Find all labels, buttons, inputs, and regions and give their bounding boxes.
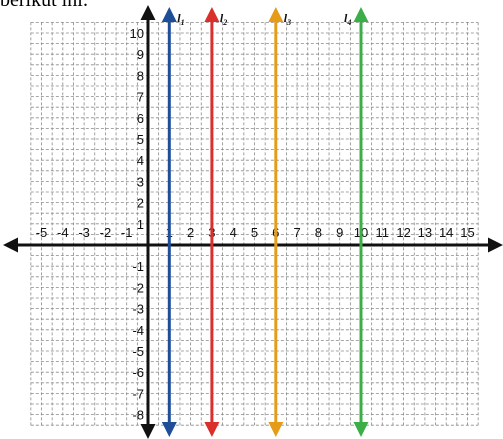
y-tick-label: -1	[132, 259, 144, 274]
y-tick-label: -3	[132, 302, 144, 317]
x-tick-label: -5	[36, 225, 48, 240]
x-tick-label: 13	[418, 225, 432, 240]
x-tick-label: -2	[100, 225, 112, 240]
series-label: l3	[284, 11, 291, 27]
grid	[30, 21, 479, 426]
header-text: berikut ini:	[0, 0, 89, 11]
x-tick-label: 9	[336, 225, 343, 240]
y-tick-label: -7	[132, 386, 144, 401]
x-tick-label: 7	[293, 225, 300, 240]
vertical-lines	[161, 6, 369, 437]
x-tick-label: 12	[396, 225, 410, 240]
x-tick-label: -4	[57, 225, 69, 240]
y-tick-label: -5	[132, 344, 144, 359]
x-tick-label: -3	[78, 225, 90, 240]
x-tick-label: 8	[315, 225, 322, 240]
x-tick-label: 14	[439, 225, 453, 240]
line-labels: l1 l2 l3 l4	[177, 11, 351, 27]
y-tick-label: 9	[137, 47, 144, 62]
series-label: l1	[177, 11, 184, 27]
series-label: l4	[344, 11, 351, 27]
tick-labels: -5-4-3-2-1123456789101112131415109876543…	[36, 26, 475, 423]
y-tick-label: -8	[132, 408, 144, 423]
y-tick-label: 4	[137, 153, 144, 168]
y-tick-label: 10	[130, 26, 144, 41]
x-tick-label: 5	[251, 225, 258, 240]
x-tick-label: 4	[230, 225, 237, 240]
x-tick-label: 2	[187, 225, 194, 240]
y-tick-label: -2	[132, 280, 144, 295]
y-tick-label: 3	[137, 174, 144, 189]
y-tick-label: 7	[137, 90, 144, 105]
series-label: l2	[220, 11, 227, 27]
y-tick-label: 8	[137, 68, 144, 83]
y-tick-label: -4	[132, 323, 144, 338]
x-tick-label: 11	[376, 225, 390, 240]
x-tick-label: -1	[121, 225, 133, 240]
x-tick-label: 15	[460, 225, 474, 240]
y-tick-label: 5	[137, 132, 144, 147]
y-tick-label: 6	[137, 111, 144, 126]
y-tick-label: 2	[137, 196, 144, 211]
y-tick-label: 1	[137, 217, 144, 232]
y-tick-label: -6	[132, 365, 144, 380]
axes	[2, 4, 503, 439]
